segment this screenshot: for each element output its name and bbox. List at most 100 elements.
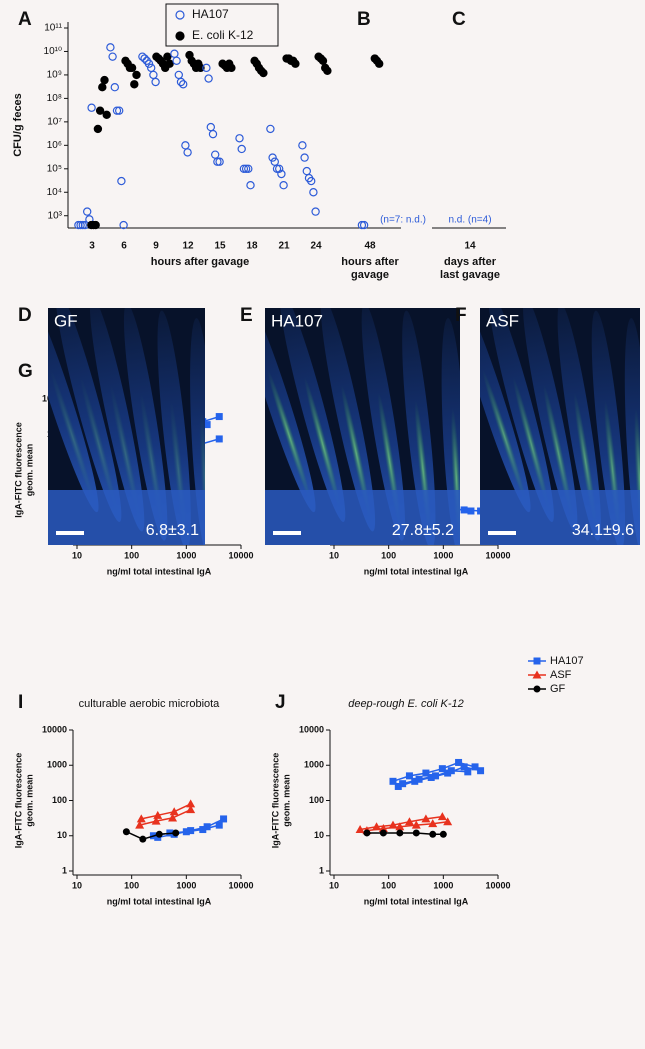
data-point: [241, 164, 251, 173]
y-tick-label: 1: [62, 865, 67, 875]
data-point: [268, 153, 277, 162]
data-point: [237, 144, 246, 154]
data-point: [106, 43, 115, 52]
y-tick-label: 100: [52, 795, 67, 805]
marker: [404, 817, 414, 826]
x-tick-label: 100: [124, 550, 139, 560]
data-point: [82, 207, 92, 216]
marker: [182, 828, 190, 836]
y-tick-label: 10⁹: [47, 70, 62, 81]
x-tick-label: 48: [364, 241, 376, 252]
data-point: [202, 63, 211, 73]
chart-title: culturable aerobic microbiota: [79, 698, 221, 710]
data-point: [323, 66, 332, 75]
y-tick-label: 10³: [48, 210, 63, 221]
data-point: [181, 141, 190, 150]
x-tick-label: 10: [329, 550, 339, 560]
legend-label: E. coli K-12: [192, 28, 254, 42]
marker: [455, 758, 463, 766]
marker: [467, 507, 475, 515]
villus-core: [543, 384, 574, 522]
x-tick-label: 10000: [485, 880, 510, 890]
x-tick-label: 100: [381, 880, 396, 890]
marker: [169, 807, 179, 816]
x-axis-label: ng/ml total intestinal IgA: [364, 896, 469, 906]
marker: [203, 421, 211, 429]
marker: [432, 772, 440, 780]
marker: [439, 830, 447, 838]
x-tick-label: 1000: [433, 550, 453, 560]
y-tick-label: 10⁵: [47, 163, 62, 174]
x-tick-label: 1000: [433, 880, 453, 890]
marker: [220, 815, 228, 823]
data-point: [144, 59, 154, 68]
data-point: [183, 148, 192, 157]
villus-core: [512, 377, 550, 513]
marker: [168, 813, 178, 822]
data-point: [210, 150, 220, 159]
x-tick-label: 15: [214, 241, 226, 252]
data-point: [244, 164, 253, 173]
marker: [215, 821, 223, 829]
data-point: [151, 77, 160, 87]
data-point: [375, 59, 384, 68]
marker: [412, 829, 420, 837]
marker: [199, 826, 207, 834]
marker: [215, 413, 223, 421]
x-axis-label: gavage: [351, 269, 389, 281]
data-point: [291, 59, 300, 68]
marker: [437, 812, 447, 821]
data-point: [277, 169, 286, 179]
data-point: [117, 176, 126, 186]
x-axis-label: ng/ml total intestinal IgA: [364, 566, 469, 576]
marker: [355, 825, 365, 834]
data-point: [127, 63, 137, 73]
panel-letter: D: [18, 305, 32, 326]
y-tick-label: 10000: [299, 724, 324, 734]
data-point: [239, 164, 249, 173]
data-point: [87, 103, 96, 112]
data-point: [196, 63, 205, 73]
data-point: [259, 68, 268, 78]
villus-core: [341, 384, 372, 522]
data-point: [91, 220, 100, 230]
x-tick-label: 21: [278, 241, 290, 252]
marker: [429, 830, 437, 838]
scale-bar: [488, 531, 516, 535]
x-tick-label: 9: [153, 241, 159, 252]
marker: [139, 835, 147, 843]
y-tick-label: 100: [309, 795, 324, 805]
data-point: [78, 220, 88, 230]
image-label: ASF: [486, 311, 519, 330]
y-tick-label: 10⁴: [47, 187, 62, 198]
data-point: [178, 80, 188, 89]
x-tick-label: 1000: [176, 550, 196, 560]
panel-letter: I: [18, 692, 23, 713]
data-point: [311, 207, 320, 216]
marker: [422, 769, 430, 777]
data-point: [93, 124, 103, 134]
marker: [378, 824, 388, 833]
marker: [444, 769, 452, 777]
micrograph: [480, 308, 640, 545]
legend-label: GF: [550, 683, 566, 695]
data-point: [165, 59, 174, 68]
y-tick-label: 10: [314, 830, 324, 840]
marker: [438, 765, 446, 773]
data-point: [307, 176, 316, 186]
villus-core: [634, 408, 640, 545]
data-point: [208, 129, 218, 139]
x-tick-label: 6: [121, 241, 127, 252]
x-tick-label: 12: [182, 241, 194, 252]
marker: [379, 829, 387, 837]
marker: [363, 829, 371, 837]
marker: [122, 828, 130, 836]
data-point: [359, 220, 369, 230]
y-tick-label: 1: [319, 865, 324, 875]
data-point: [235, 134, 244, 143]
y-tick-label: 10¹¹: [44, 23, 62, 34]
y-tick-label: 10¹⁰: [44, 46, 62, 57]
data-point: [213, 157, 222, 166]
x-axis-label: hours after gavage: [151, 256, 249, 268]
